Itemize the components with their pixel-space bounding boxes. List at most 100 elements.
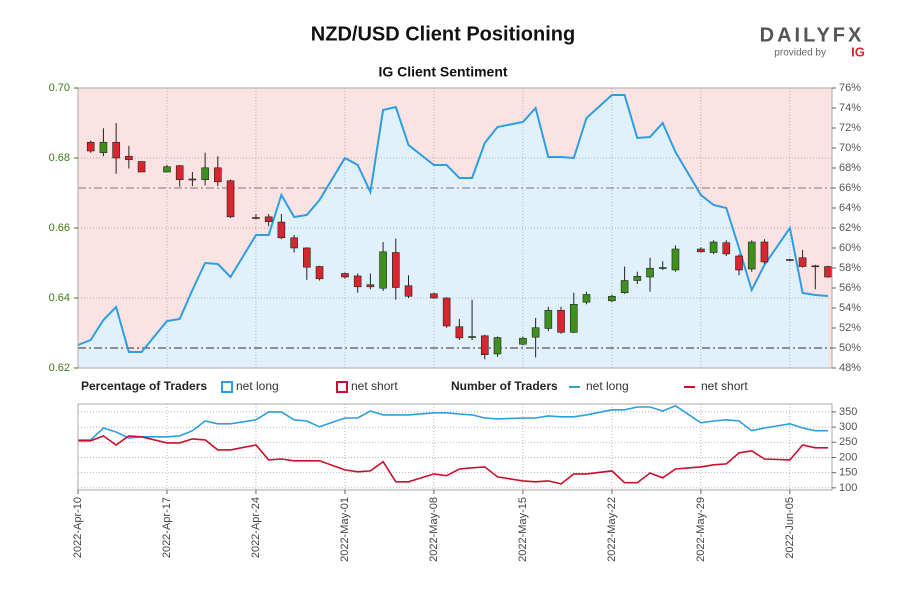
legend-label: net long	[236, 379, 279, 393]
candle-body	[163, 166, 171, 173]
candle-body	[214, 167, 222, 183]
candle-body	[379, 251, 387, 289]
y2-tick-label: 66%	[839, 182, 861, 194]
candle-body	[112, 141, 120, 159]
y2-tick-label: 60%	[839, 242, 861, 254]
chart-title: NZD/USD Client Positioning	[311, 23, 575, 45]
candle-body	[366, 284, 375, 288]
y2-tick-label: 72%	[839, 122, 861, 134]
legend-swatch	[336, 381, 348, 393]
y2-tick-label: 58%	[839, 262, 861, 274]
candle-body	[608, 295, 616, 302]
candle-body	[341, 273, 349, 278]
candle-body	[86, 141, 95, 152]
y-tick-label: 0.64	[49, 292, 70, 304]
candle-body	[697, 248, 705, 253]
candle-body	[430, 293, 438, 299]
candle-body	[786, 259, 794, 261]
candle-body	[391, 252, 400, 288]
candle-body	[646, 267, 654, 278]
candle-body	[569, 303, 578, 333]
candle-body	[747, 241, 756, 270]
candle-body	[620, 280, 629, 294]
candle-body	[277, 221, 286, 239]
candle-body	[735, 255, 743, 271]
candle-body	[264, 216, 273, 223]
legend-title: Percentage of Traders	[81, 379, 207, 393]
logo: DAILYFX	[760, 24, 865, 46]
x-tick-label: 2022-Apr-10	[72, 497, 84, 558]
candle-body	[175, 165, 184, 180]
net-long-line	[77, 94, 829, 353]
y-tick-label: 0.70	[49, 82, 70, 94]
candle-body	[201, 167, 209, 181]
candle-body	[582, 294, 591, 303]
y-tick-label: 250	[839, 436, 857, 448]
candle-body	[633, 275, 642, 281]
y2-tick-label: 48%	[839, 362, 861, 374]
candle-body	[722, 242, 731, 255]
candle-body	[125, 155, 133, 161]
net-long-area	[78, 95, 828, 368]
candle-body	[252, 217, 260, 219]
candle-body	[99, 141, 108, 154]
candle-body	[353, 275, 362, 288]
legend-title: Number of Traders	[451, 379, 558, 393]
candle-body	[798, 257, 807, 267]
candle-body	[824, 266, 832, 278]
y2-tick-label: 52%	[839, 322, 861, 334]
y-tick-label: 0.66	[49, 222, 70, 234]
sentiment-panel: 0.62 0.64 0.66 0.68 0.70 48% 50% 52% 54% 56% 58% 60…	[49, 82, 862, 393]
candle-body	[315, 266, 324, 280]
y2-tick-label: 70%	[839, 142, 861, 154]
candle-body	[404, 285, 413, 297]
y2-tick-label: 62%	[839, 222, 861, 234]
x-tick-label: 2022-May-08	[428, 497, 440, 562]
traders-line	[78, 404, 828, 441]
candle-body	[760, 241, 769, 263]
y2-tick-label: 74%	[839, 102, 861, 114]
candle-body	[226, 180, 235, 218]
x-tick-label: 2022-Jun-05	[784, 497, 796, 559]
panel-frame	[77, 403, 833, 491]
candle-body	[557, 309, 565, 333]
x-tick-label: 2022-May-22	[606, 497, 618, 562]
y2-tick-label: 68%	[839, 162, 861, 174]
candle-body	[468, 336, 476, 338]
y2-tick-label: 50%	[839, 342, 861, 354]
candle-body	[811, 265, 820, 268]
candle-body	[137, 161, 146, 173]
y2-tick-label: 54%	[839, 302, 861, 314]
y2-tick-label: 56%	[839, 282, 861, 294]
candle-body	[455, 326, 464, 339]
traders-line	[78, 434, 828, 485]
chart-subtitle: IG Client Sentiment	[378, 64, 507, 80]
brand: IG	[851, 44, 865, 59]
legend-label: net short	[701, 379, 748, 393]
y2-tick-label: 76%	[839, 82, 861, 94]
candle-body	[658, 267, 667, 269]
traders-panel: 100 150 200 250 300 350 2022-Apr-10 2022-Apr-17…	[72, 379, 857, 562]
x-tick-label: 2022-May-29	[695, 497, 707, 562]
candle-body	[290, 237, 298, 249]
candle-body	[493, 337, 502, 355]
candle-body	[480, 335, 489, 355]
candle-body	[531, 327, 540, 338]
legend-label: net long	[586, 379, 629, 393]
y-tick-label: 150	[839, 467, 857, 479]
y-tick-label: 0.62	[49, 362, 70, 374]
y-tick-label: 300	[839, 421, 857, 433]
y-tick-label: 100	[839, 482, 857, 494]
x-tick-label: 2022-Apr-24	[250, 497, 262, 558]
y-tick-label: 350	[839, 406, 857, 418]
candle-body	[671, 248, 680, 271]
candle-body	[544, 309, 553, 329]
y-tick-label: 0.68	[49, 152, 70, 164]
candle-body	[519, 337, 527, 345]
y2-tick-label: 64%	[839, 202, 861, 214]
x-tick-label: 2022-Apr-17	[161, 497, 173, 558]
x-tick-label: 2022-May-01	[339, 497, 351, 562]
y-tick-label: 200	[839, 451, 857, 463]
x-tick-label: 2022-May-15	[517, 497, 529, 562]
